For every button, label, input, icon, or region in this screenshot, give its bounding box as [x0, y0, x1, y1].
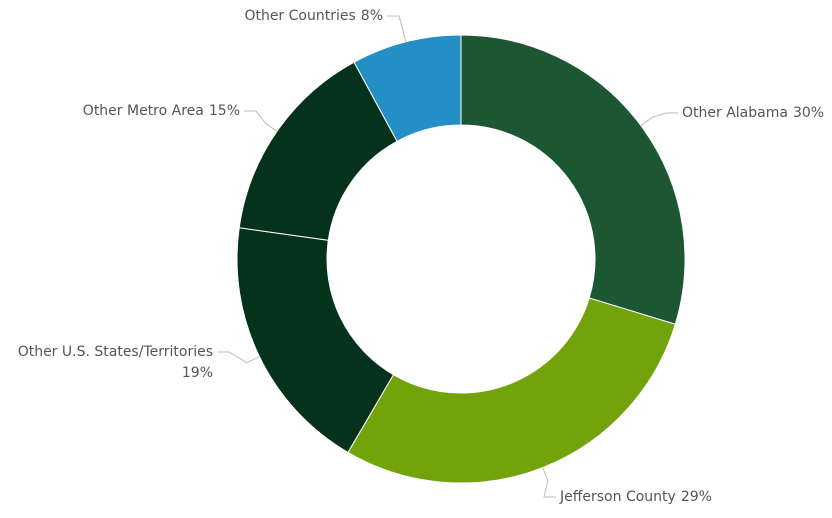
connector — [542, 467, 556, 498]
label-name: Jefferson County — [559, 489, 676, 505]
data-label: Other Countries 8% — [244, 8, 383, 24]
label-value: 15% — [209, 103, 240, 119]
label-name: Other Countries — [244, 8, 355, 24]
slice — [353, 34, 462, 142]
label-value: 29% — [681, 489, 712, 505]
label-name: Other Metro Area — [83, 103, 204, 119]
data-label: Other Metro Area 15% — [83, 103, 240, 119]
label-value: 8% — [361, 8, 383, 24]
data-label: Other U.S. States/Territories 19% — [18, 344, 213, 381]
label-name: Other U.S. States/Territories — [18, 344, 213, 360]
connector — [387, 15, 407, 43]
data-label: Other Alabama 30% — [682, 105, 824, 121]
slice — [460, 34, 686, 325]
connector — [640, 112, 678, 127]
connector — [217, 351, 260, 364]
slice — [236, 227, 395, 454]
label-value: 19% — [182, 365, 213, 381]
label-name: Other Alabama — [682, 105, 788, 121]
slice — [347, 297, 676, 484]
label-value: 30% — [793, 105, 824, 121]
connector — [244, 110, 278, 132]
data-label: Jefferson County 29% — [559, 489, 712, 505]
